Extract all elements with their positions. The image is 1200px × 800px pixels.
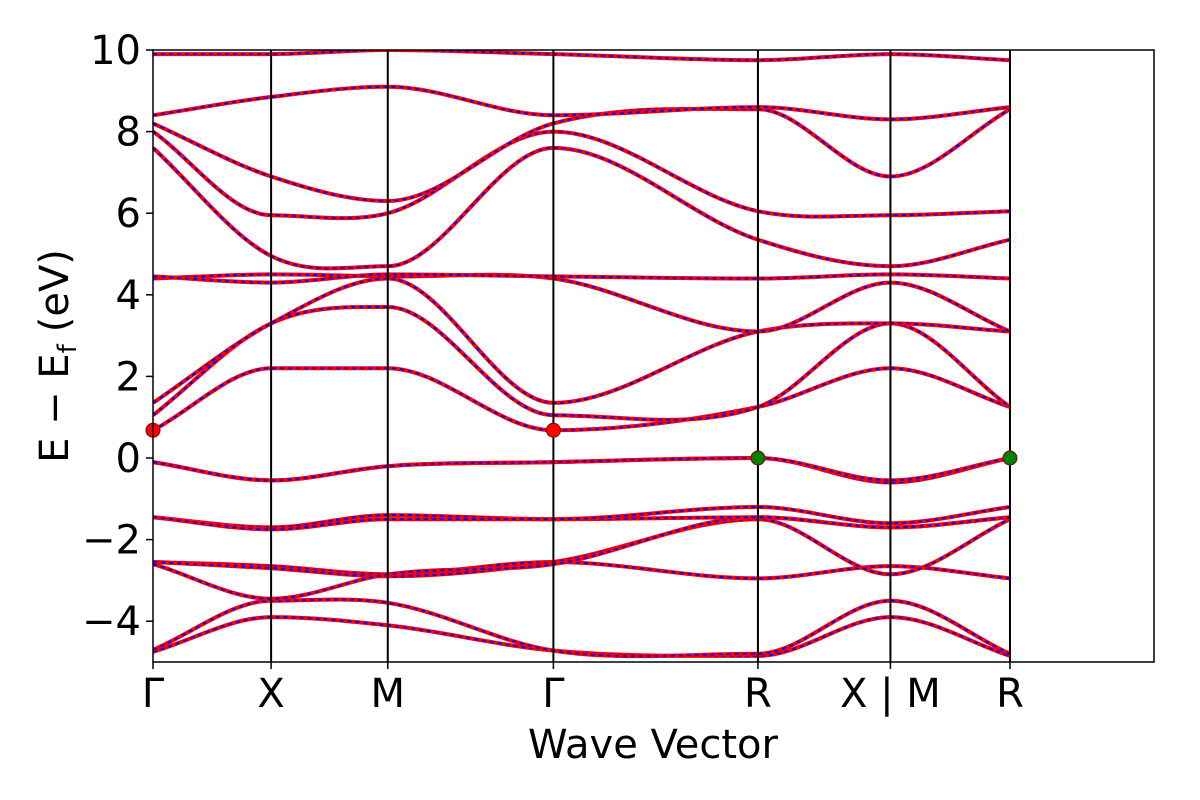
x-tick-label-5: R	[744, 671, 772, 717]
vbm-marker-4	[1002, 450, 1018, 466]
y-tick-label-4: 2	[116, 354, 141, 400]
y-axis-title-unit: (eV)	[32, 249, 78, 332]
y-tick-label-2: −2	[82, 518, 141, 564]
y-tick-label-7: 8	[116, 110, 141, 156]
y-axis-title: E − Ef (eV)	[32, 249, 83, 463]
y-tick-label-8: 10	[90, 28, 141, 74]
y-tick-label-6: 6	[116, 191, 141, 237]
band-18-overlay	[153, 85, 1011, 121]
x-tick-label-1: Γ	[142, 671, 165, 717]
y-axis-ticks: −4 −2 0 2 4 6 8 10	[82, 28, 153, 645]
band-4-overlay	[153, 518, 1011, 578]
plot-background	[153, 50, 1154, 662]
band-14-overlay	[153, 273, 1011, 284]
kpoint-separators	[270, 50, 1011, 662]
x-tick-label-6: X | M	[840, 671, 941, 717]
x-axis-ticks: Γ X M Γ R X | M R	[142, 662, 1024, 717]
x-tick-label-4: Γ	[542, 671, 565, 717]
x-axis-title: Wave Vector	[528, 722, 779, 768]
y-tick-label-3: 0	[116, 436, 141, 482]
band-19	[153, 50, 1011, 63]
plot-frame	[152, 49, 1155, 663]
band-7-overlay	[153, 505, 1011, 531]
y-axis-title-main: E − E	[32, 353, 78, 463]
band-9-overlay	[153, 456, 1011, 482]
x-tick-label-7: R	[996, 671, 1024, 717]
x-tick-label-3: M	[371, 671, 406, 717]
cbm-marker-2	[545, 422, 561, 438]
y-axis-title-subscript: f	[53, 343, 83, 353]
x-tick-label-2: X	[257, 671, 284, 717]
y-tick-label-1: −4	[82, 599, 141, 645]
y-tick-label-5: 4	[116, 273, 141, 319]
vbm-marker-3	[750, 450, 766, 466]
